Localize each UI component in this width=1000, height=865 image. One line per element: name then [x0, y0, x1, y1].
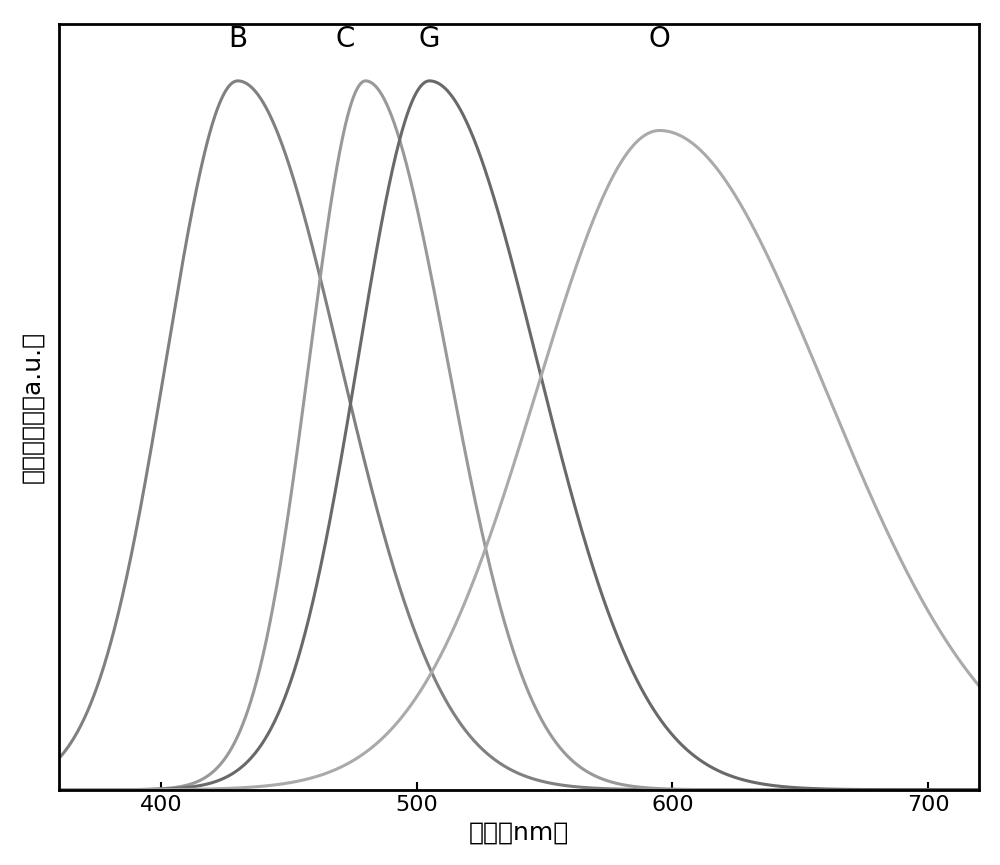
Y-axis label: 归一化强度（a.u.）: 归一化强度（a.u.）: [21, 331, 45, 483]
Text: C: C: [335, 24, 355, 53]
X-axis label: 波长（nm）: 波长（nm）: [469, 820, 569, 844]
Text: O: O: [649, 24, 670, 53]
Text: G: G: [419, 24, 440, 53]
Text: B: B: [228, 24, 247, 53]
